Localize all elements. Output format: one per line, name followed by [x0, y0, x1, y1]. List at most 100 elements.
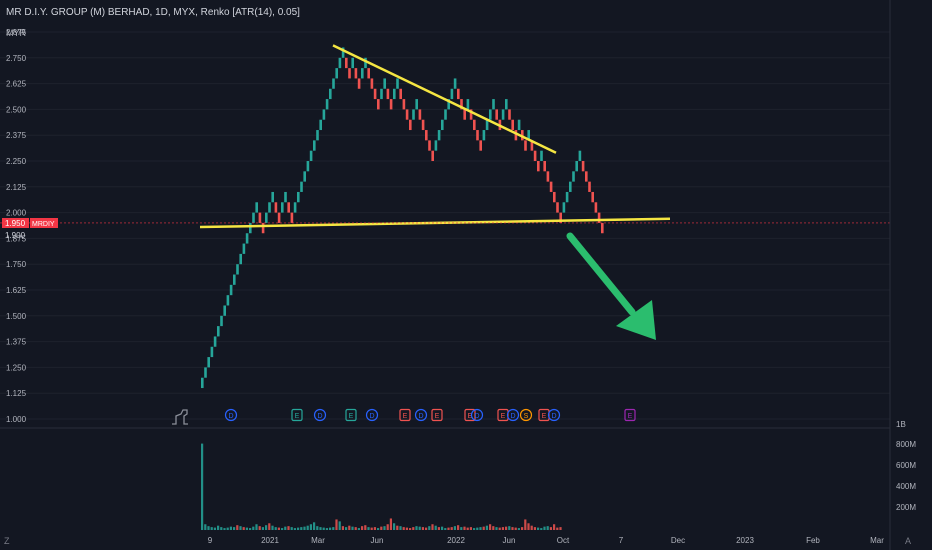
timezone-icon[interactable]: Z	[4, 536, 10, 546]
renko-brick	[386, 88, 390, 100]
volume-bar	[549, 527, 552, 530]
renko-brick	[492, 99, 495, 110]
renko-brick	[485, 119, 489, 131]
renko-brick	[204, 367, 207, 378]
volume-axis[interactable]: 1B 800M 600M 400M 200M	[896, 420, 916, 512]
volume-bar	[444, 528, 447, 530]
volume-bar	[386, 524, 389, 530]
price-tick-label: 2.000	[6, 209, 27, 218]
volume-bar	[373, 527, 376, 530]
event-marker-e	[291, 408, 303, 422]
renko-brick	[306, 161, 310, 172]
volume-bar	[332, 527, 335, 530]
renko-brick	[537, 161, 540, 172]
event-marker-label: D	[418, 413, 423, 420]
volume-bar	[524, 519, 527, 530]
price-axis[interactable]: 2.875 2.750 2.625 2.500 2.375 2.250 2.125 2.000…	[6, 28, 27, 424]
renko-brick	[460, 99, 463, 110]
price-tick-label: 2.250	[6, 157, 27, 166]
renko-brick	[546, 171, 550, 182]
price-tick-label: 1.875	[6, 234, 27, 243]
renko-brick	[588, 181, 591, 192]
volume-bar	[271, 525, 274, 530]
volume-bar	[508, 526, 511, 530]
renko-brick	[601, 222, 604, 234]
volume-bar	[335, 519, 338, 530]
currency-label: MYR	[6, 28, 27, 38]
volume-bar	[540, 528, 543, 530]
renko-brick	[284, 191, 287, 203]
dinosaur-icon	[172, 409, 188, 425]
time-tick-label: Dec	[671, 536, 685, 545]
time-axis[interactable]: 9 2021 Mar Jun 2022 Jun Oct 7 Dec 2023 Feb Mar	[208, 536, 884, 545]
volume-bar	[223, 528, 226, 530]
time-tick-label: Jun	[503, 536, 516, 545]
renko-brick	[495, 109, 498, 120]
renko-brick	[533, 150, 537, 161]
renko-brick	[351, 57, 354, 69]
volume-bar	[252, 526, 255, 530]
renko-brick	[201, 377, 204, 389]
renko-brick	[313, 140, 316, 151]
volume-bar	[201, 443, 204, 530]
volume-bar	[457, 525, 460, 530]
event-marker-e	[464, 408, 476, 422]
symbol-label: MRDIY	[32, 221, 55, 228]
renko-brick	[261, 222, 265, 234]
renko-brick	[549, 181, 553, 192]
time-tick-label: Mar	[311, 536, 325, 545]
renko-brick	[364, 57, 367, 69]
event-marker-label: E	[435, 413, 440, 420]
renko-brick	[252, 212, 255, 223]
volume-bar	[415, 526, 418, 530]
volume-bar	[329, 527, 332, 530]
renko-brick	[450, 88, 454, 100]
auto-scale-icon[interactable]: A	[905, 536, 911, 546]
volume-bar	[220, 527, 223, 530]
volume-bar	[265, 525, 268, 530]
event-marker-label: E	[468, 413, 473, 420]
renko-brick	[559, 212, 562, 223]
renko-brick	[434, 140, 438, 151]
volume-bar	[421, 527, 424, 530]
renko-brick	[530, 140, 534, 151]
volume-bar	[377, 528, 380, 530]
volume-bar	[293, 528, 296, 530]
renko-brick	[569, 181, 572, 192]
event-marker-d	[470, 408, 484, 422]
renko-brick	[258, 212, 262, 223]
price-tick-label: 2.375	[6, 131, 27, 140]
event-marker-label: E	[501, 413, 506, 420]
price-tick-label: 1.375	[6, 338, 27, 347]
renko-brick	[418, 109, 422, 120]
volume-bar	[268, 523, 271, 530]
renko-brick	[329, 88, 332, 100]
renko-brick	[281, 202, 284, 213]
renko-brick	[268, 202, 271, 213]
volume-bar	[370, 527, 373, 530]
renko-brick	[380, 88, 383, 100]
volume-bar	[437, 527, 440, 530]
renko-brick	[319, 119, 322, 131]
volume-bar	[473, 528, 476, 530]
volume-bar	[313, 522, 316, 530]
volume-bars	[201, 443, 562, 530]
price-line-label: 1.900	[5, 231, 26, 240]
volume-bar	[447, 527, 450, 530]
volume-bar	[514, 527, 517, 530]
renko-brick	[479, 140, 482, 151]
volume-bar	[476, 527, 479, 530]
renko-brick	[354, 68, 358, 79]
renko-brick	[233, 274, 236, 285]
renko-brick	[396, 78, 399, 89]
price-tick-label: 2.875	[6, 28, 27, 37]
volume-bar	[441, 526, 444, 530]
renko-brick	[453, 78, 457, 89]
volume-bar	[546, 526, 549, 530]
renko-brick	[265, 212, 268, 223]
renko-brick	[393, 88, 396, 100]
event-marker-d	[414, 408, 428, 422]
renko-brick	[341, 47, 345, 58]
